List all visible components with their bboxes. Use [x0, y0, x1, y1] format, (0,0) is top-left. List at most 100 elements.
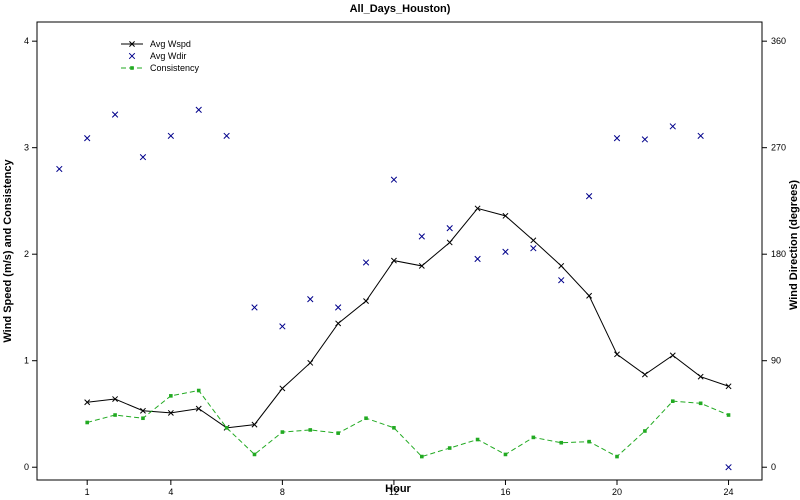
wspd-point	[335, 320, 342, 327]
wspd-point	[140, 407, 146, 414]
wspd-point	[195, 405, 202, 412]
y-axis-right-label: Wind Direction (degrees)	[788, 180, 800, 310]
legend-label: Consistency	[150, 63, 200, 73]
wdir-point	[613, 135, 621, 142]
wdir-point	[56, 165, 63, 173]
consistency-point	[113, 413, 117, 417]
consistency-point	[308, 428, 313, 432]
wspd-point	[167, 409, 174, 416]
legend-label: Avg Wspd	[150, 39, 191, 49]
wdir-point	[279, 323, 286, 330]
x-tick-label: 24	[724, 487, 734, 497]
legend-swatch	[129, 41, 135, 47]
wspd-point	[641, 371, 648, 378]
consistency-point	[141, 416, 145, 421]
wdir-point	[362, 259, 370, 266]
wspd-point	[725, 383, 732, 390]
y-right-tick-label: 360	[771, 36, 786, 46]
wspd-point	[446, 239, 453, 246]
x-tick-label: 1	[85, 487, 90, 497]
y-right-tick-label: 180	[771, 249, 786, 259]
wspd-point	[363, 298, 369, 305]
consistency-point	[559, 440, 564, 445]
legend: Avg Wspd Avg Wdir Consistency	[116, 35, 204, 74]
wspd-point	[614, 351, 620, 358]
consistency-line	[87, 389, 729, 458]
wdir-point	[251, 304, 258, 311]
legend-item: Avg Wdir	[128, 51, 186, 61]
y-left-tick-label: 3	[24, 143, 29, 153]
series-avg-wspd	[84, 205, 732, 431]
series-consistency	[85, 388, 731, 459]
consistency-point	[420, 454, 424, 459]
wspd-point	[558, 262, 565, 269]
consistency-point	[475, 437, 480, 442]
wspd-point	[586, 292, 593, 299]
consistency-point	[587, 439, 591, 444]
wdir-point	[139, 153, 147, 161]
wspd-point	[530, 237, 537, 244]
wdir-point	[558, 277, 565, 284]
wspd-point	[307, 359, 314, 366]
wdir-point	[307, 296, 314, 303]
wspd-point	[251, 421, 258, 428]
wspd-point	[502, 212, 509, 219]
consistency-point	[670, 399, 675, 403]
consistency-point	[392, 426, 396, 430]
wdir-point	[530, 245, 537, 252]
wspd-point	[697, 373, 704, 380]
consistency-point	[447, 446, 452, 450]
consistency-point	[169, 394, 173, 398]
wdir-point	[669, 123, 676, 130]
wdir-point	[697, 132, 704, 140]
x-tick-label: 4	[168, 487, 173, 497]
y-right-tick-label: 0	[771, 462, 776, 472]
consistency-point	[531, 435, 536, 440]
wdir-point	[474, 255, 481, 263]
legend-item: Consistency	[121, 63, 200, 73]
wdir-point	[195, 106, 202, 113]
consistency-point	[196, 388, 201, 393]
wspd-point	[669, 352, 676, 359]
x-tick-label: 16	[500, 487, 510, 497]
wdir-point	[725, 464, 732, 471]
legend-item: Avg Wspd	[121, 39, 191, 49]
wdir-point	[585, 193, 593, 200]
series-avg-wdir	[56, 106, 732, 471]
consistency-point	[364, 416, 368, 421]
wspd-point	[474, 205, 481, 212]
wdir-point	[167, 132, 174, 140]
wspd-point	[418, 262, 425, 269]
consistency-point	[85, 420, 89, 425]
consistency-point	[280, 430, 285, 434]
consistency-point	[643, 429, 647, 433]
y-right-tick-label: 270	[771, 143, 786, 153]
legend-swatch	[130, 66, 134, 70]
x-tick-label: 20	[612, 487, 622, 497]
wdir-point	[418, 233, 425, 240]
y-right-tick-label: 90	[771, 356, 781, 366]
wdir-point	[223, 132, 230, 140]
consistency-point	[252, 452, 257, 457]
x-tick-label: 12	[389, 487, 399, 497]
y-left-tick-label: 4	[24, 36, 29, 46]
wdir-point	[502, 248, 509, 255]
consistency-point	[336, 431, 340, 435]
wspd-line	[87, 207, 729, 429]
y-left-tick-label: 1	[24, 356, 29, 366]
wdir-point	[446, 225, 453, 232]
chart-title: All_Days_Houston)	[350, 3, 451, 15]
y-left-tick-label: 2	[24, 249, 29, 259]
wdir-point	[641, 136, 649, 143]
wdir-point	[84, 135, 91, 142]
legend-label: Avg Wdir	[150, 51, 186, 61]
y-axis-left-label: Wind Speed (m/s) and Consistency	[2, 158, 14, 342]
consistency-point	[726, 413, 731, 417]
consistency-point	[224, 426, 229, 430]
y-left-tick-label: 0	[24, 462, 29, 472]
wspd-point	[279, 385, 286, 392]
wspd-point	[112, 396, 119, 403]
x-tick-label: 8	[280, 487, 285, 497]
